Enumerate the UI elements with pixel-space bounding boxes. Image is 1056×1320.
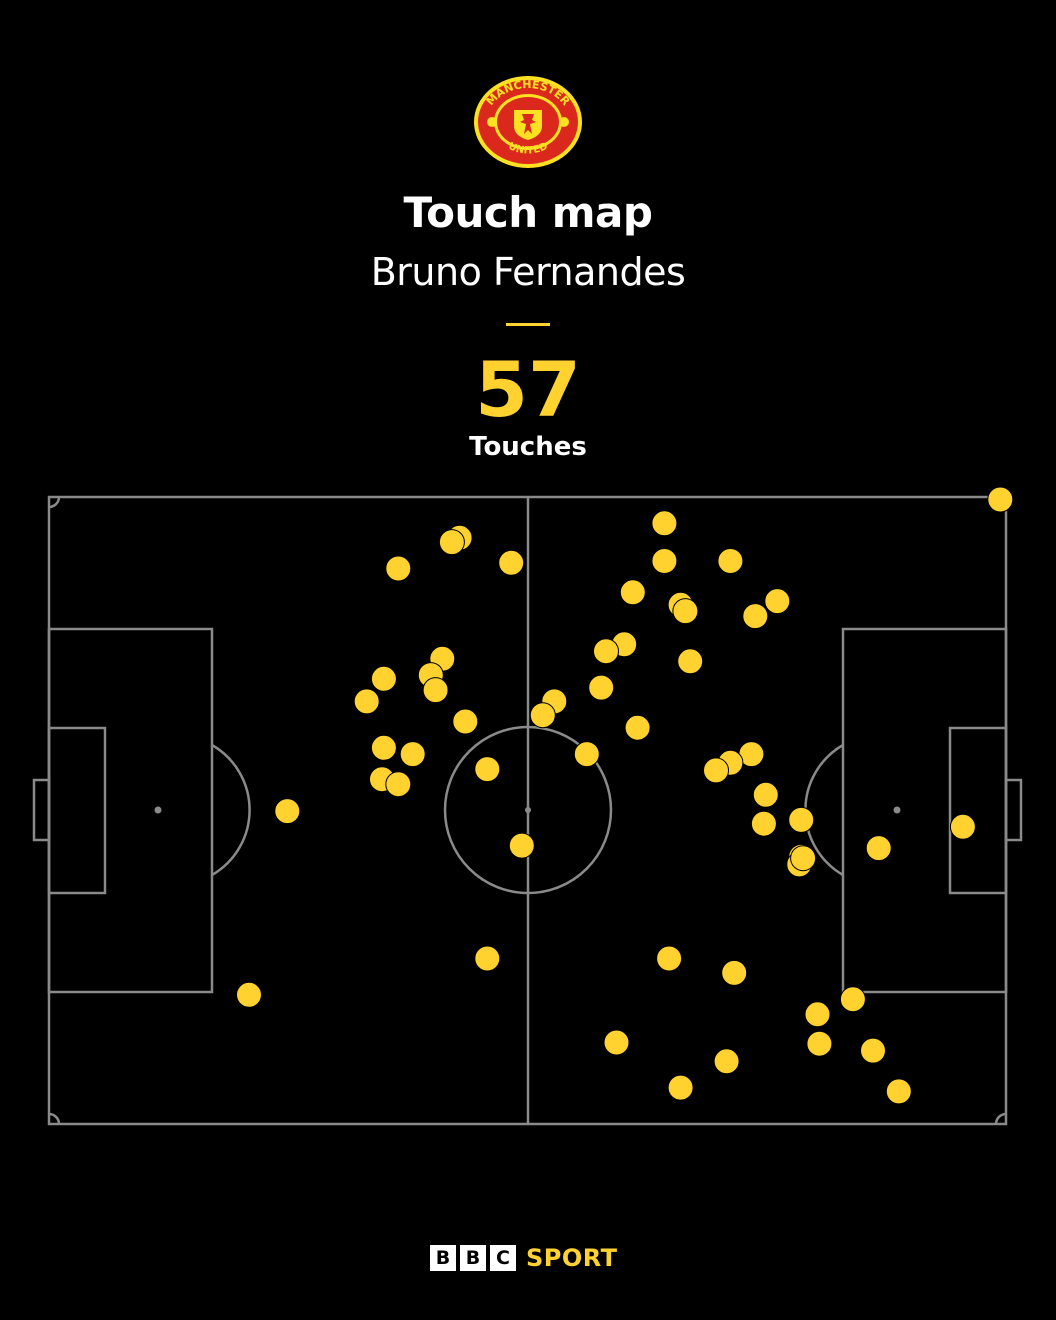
touch-point	[452, 708, 479, 735]
touch-point	[651, 548, 678, 574]
touch-point	[865, 835, 892, 862]
crest-ball-left-icon	[487, 117, 497, 127]
crest-devil-icon	[514, 110, 542, 140]
touch-point	[721, 959, 748, 986]
right-goal	[1004, 778, 1023, 842]
touch-point	[370, 665, 397, 692]
touch-point	[703, 757, 729, 784]
touch-point	[651, 510, 678, 537]
touch-point	[742, 603, 769, 630]
touch-point	[804, 1001, 831, 1028]
touch-point	[588, 674, 615, 701]
right-goal-area	[948, 726, 1008, 895]
touch-point	[672, 598, 699, 625]
title-divider	[506, 323, 550, 326]
touch-points	[236, 486, 1014, 1105]
touch-point	[438, 529, 465, 556]
touch-point	[422, 677, 449, 704]
right-penalty-area	[841, 627, 1008, 994]
right-penalty-spot	[893, 806, 901, 814]
touch-point	[750, 810, 777, 837]
touch-point	[236, 981, 262, 1008]
centre-circle	[443, 725, 613, 895]
centre-spot	[525, 807, 531, 813]
pitch-markings	[32, 495, 1023, 1126]
left-goal-area	[47, 726, 107, 895]
touch-point	[667, 1074, 694, 1101]
left-goal	[32, 778, 51, 842]
touch-point	[385, 555, 412, 582]
touch-point	[498, 549, 525, 576]
touch-point	[593, 638, 619, 665]
touch-point	[885, 1078, 912, 1105]
touch-point	[656, 945, 683, 972]
touch-point	[790, 845, 817, 872]
crest-bottom-text: UNITED	[506, 141, 549, 157]
player-name: Bruno Fernandes	[370, 250, 686, 294]
touch-point	[385, 771, 412, 798]
touch-point	[353, 688, 380, 715]
touch-point	[474, 945, 501, 972]
bbc-letter-b1: B	[430, 1245, 456, 1271]
touch-point	[717, 548, 744, 574]
left-penalty-spot	[154, 806, 162, 814]
corner-arc-bottom-left	[48, 1112, 61, 1125]
touch-count: 57	[475, 345, 581, 434]
touch-point	[619, 579, 646, 606]
left-penalty-arc	[211, 743, 251, 877]
bbc-letter-c: C	[490, 1245, 516, 1271]
touch-point	[949, 813, 976, 840]
touch-point	[788, 806, 815, 833]
corner-arc-bottom-right	[994, 1112, 1007, 1125]
chart-title: Touch map	[403, 188, 653, 237]
touch-point	[860, 1037, 886, 1064]
touch-point	[677, 648, 704, 675]
touch-point	[274, 798, 301, 825]
touch-point	[839, 986, 866, 1013]
touch-point	[603, 1029, 630, 1056]
touch-point	[764, 588, 791, 615]
touch-point	[508, 832, 535, 859]
bbc-letter-b2: B	[460, 1245, 486, 1271]
touch-point	[713, 1048, 740, 1075]
touch-point	[806, 1030, 833, 1057]
touch-point	[624, 714, 651, 741]
club-crest-logo: MANCHESTER UNITED	[474, 76, 582, 168]
crest-ball-right-icon	[559, 117, 569, 127]
bbc-sport-logo: B B C SPORT	[430, 1243, 618, 1273]
touch-point	[370, 734, 397, 761]
touch-point	[529, 702, 556, 729]
touch-count-label: Touches	[469, 432, 587, 462]
sport-label: SPORT	[526, 1244, 618, 1272]
left-penalty-area	[47, 627, 214, 994]
touch-point	[474, 756, 501, 783]
touch-point	[987, 486, 1014, 513]
corner-arc-top-left	[48, 496, 61, 509]
touch-point	[573, 741, 600, 768]
touch-point	[399, 741, 426, 768]
touch-point	[752, 781, 779, 808]
